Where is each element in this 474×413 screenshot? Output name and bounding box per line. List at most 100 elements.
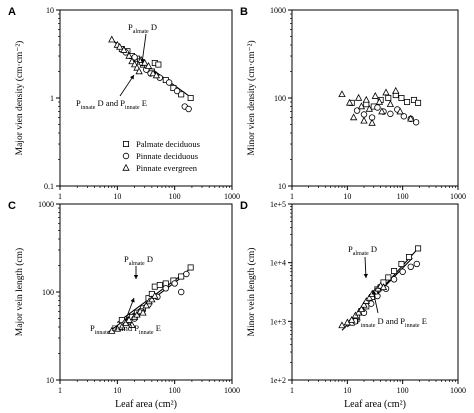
- fit-label: Pinnate D and Pinnate E: [90, 323, 161, 336]
- marker-circle: [374, 104, 381, 111]
- marker-triangle: [360, 116, 368, 124]
- marker-triangle: [142, 301, 150, 309]
- y-tick-label: 0.1: [44, 182, 54, 191]
- marker-triangle: [133, 310, 141, 318]
- marker-triangle: [141, 58, 149, 66]
- y-tick-label: 1000: [38, 200, 54, 209]
- x-tick-label: 1000: [450, 386, 466, 395]
- marker-triangle: [149, 69, 157, 77]
- fit-label-text: P: [356, 316, 361, 326]
- fit-label: Pinnate D and Pinnate E: [356, 316, 427, 329]
- marker-circle: [162, 285, 169, 292]
- marker-triangle: [396, 107, 404, 115]
- marker-circle: [400, 113, 408, 120]
- fit-arrow-head: [140, 58, 145, 63]
- marker-triangle: [144, 62, 153, 69]
- marker-triangle: [349, 113, 358, 121]
- marker-triangle: [354, 93, 363, 101]
- y-tick-label: 10: [46, 376, 54, 385]
- marker-triangle: [125, 315, 133, 323]
- y-axis-label: Minor vien density (cm·cm⁻²): [246, 40, 257, 155]
- legend-entry-label: Pinnate deciduous: [136, 151, 198, 161]
- y-tick-label: 1e+5: [270, 200, 286, 209]
- marker-triangle: [362, 297, 370, 304]
- fit-arrow-line: [141, 33, 147, 64]
- x-tick-label: 100: [169, 386, 181, 395]
- marker-square: [415, 99, 422, 106]
- panel-b: B 1 10 100 1000 10 100 1000 Minor vien density (…: [240, 6, 466, 201]
- fit-label-text: P: [124, 254, 129, 264]
- fit-label: Palmate D: [124, 254, 153, 267]
- marker-triangle: [357, 102, 366, 110]
- legend-entry-label: Palmate deciduous: [136, 139, 200, 149]
- marker-square: [155, 61, 162, 68]
- marker-circle: [407, 263, 414, 271]
- marker-square: [398, 260, 405, 267]
- fit-label-text: E: [154, 323, 161, 333]
- y-tick-label: 1000: [270, 6, 286, 15]
- marker-triangle: [135, 67, 143, 75]
- marker-triangle: [379, 283, 388, 291]
- marker-triangle: [125, 51, 133, 59]
- fit-arrow-head: [371, 290, 376, 295]
- marker-square: [187, 95, 194, 102]
- marker-triangle: [345, 98, 354, 106]
- x-tick-label: 1000: [224, 192, 240, 201]
- marker-square: [178, 91, 185, 98]
- fit-label-subscript: innate: [405, 323, 420, 329]
- fit-label-text: E: [140, 98, 147, 108]
- marker-triangle: [122, 319, 130, 327]
- marker-triangle: [348, 315, 356, 323]
- marker-triangle: [371, 91, 379, 99]
- fit-label-text: P: [76, 98, 81, 108]
- marker-triangle: [382, 88, 390, 96]
- fit-label-text: P: [128, 22, 133, 32]
- marker-triangle: [365, 293, 374, 301]
- x-tick-label: 10: [343, 192, 351, 201]
- marker-triangle: [113, 324, 122, 332]
- y-axis-label: Minor vein length (cm): [246, 248, 257, 337]
- marker-triangle: [338, 321, 346, 329]
- fit-label-subscript: almate: [353, 251, 369, 257]
- marker-circle: [183, 270, 190, 278]
- marker-circle: [390, 276, 398, 283]
- marker-triangle: [392, 86, 400, 94]
- marker-square: [151, 283, 158, 290]
- marker-square: [156, 282, 163, 289]
- marker-circle: [412, 119, 420, 126]
- marker-square: [405, 253, 412, 260]
- panel-c: C 1 10 100 1000 10 100 1000 Major vein length (c…: [8, 200, 240, 410]
- y-axis-label: Major vein length (cm): [14, 248, 25, 336]
- plot-frame: [291, 203, 459, 381]
- marker-triangle: [368, 118, 376, 126]
- fit-label-text: D: [145, 254, 153, 264]
- marker-triangle: [152, 71, 161, 79]
- marker-circle: [399, 268, 406, 275]
- panel-d: D 1 10 100 1000 1e+2 1e+3 1e+4 1e+5 Minor vein le…: [240, 200, 466, 410]
- marker-square: [391, 268, 398, 275]
- fit-label-subscript: innate: [125, 105, 140, 111]
- marker-circle: [387, 110, 394, 118]
- legend-marker-square: [123, 140, 130, 147]
- x-tick-label: 100: [397, 386, 409, 395]
- fit-label-subscript: innate: [361, 323, 376, 329]
- x-tick-label: 1000: [224, 386, 240, 395]
- panel-a: A 1 10 100 1000 0.1 1 10 Major vien density (cm·…: [8, 6, 240, 201]
- x-tick-label: 10: [113, 386, 121, 395]
- fit-arrow-line: [119, 74, 135, 97]
- marker-triangle: [118, 322, 126, 330]
- marker-triangle: [375, 97, 384, 105]
- fit-arrow-head: [363, 273, 369, 278]
- marker-square: [404, 99, 411, 106]
- marker-triangle: [365, 104, 374, 112]
- legend: Palmate deciduous Pinnate deciduous Pinnat…: [122, 139, 200, 173]
- marker-circle: [165, 79, 173, 86]
- plot-frame: [59, 203, 233, 381]
- marker-square: [415, 245, 422, 252]
- x-tick-label: 10: [113, 192, 121, 201]
- marker-circle: [360, 111, 368, 118]
- fit-arrow-head: [133, 275, 139, 279]
- marker-triangle: [357, 305, 366, 313]
- y-tick-label: 1e+4: [270, 259, 286, 268]
